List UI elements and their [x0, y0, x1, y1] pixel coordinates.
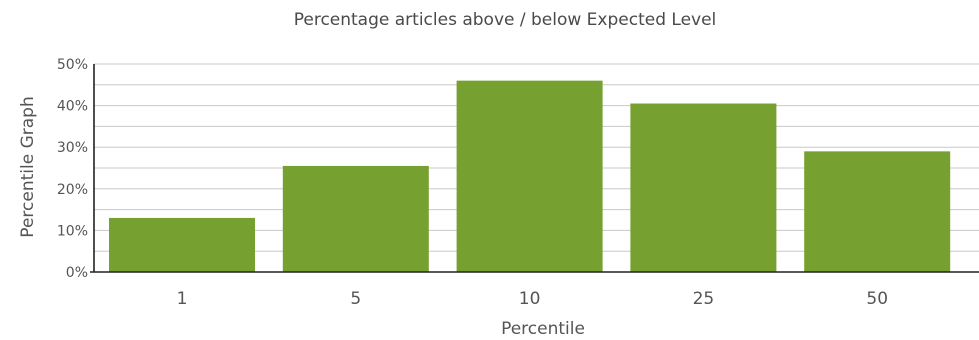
y-tick-label: 10%: [57, 223, 88, 239]
bar-5: [282, 165, 429, 272]
x-tick-label: 50: [866, 289, 888, 309]
x-tick-label: 10: [519, 289, 541, 309]
x-tick-label: 25: [693, 289, 715, 309]
y-tick-label: 30%: [57, 140, 88, 156]
bar-50: [804, 151, 951, 272]
y-tick-label: 50%: [57, 57, 88, 73]
bar-10: [456, 80, 603, 272]
y-axis-label: Percentile Graph: [18, 96, 38, 237]
x-axis-label: Percentile: [501, 319, 585, 339]
chart-title: Percentage articles above / below Expect…: [294, 10, 717, 30]
y-tick-label: 40%: [57, 99, 88, 115]
bars: [109, 80, 951, 273]
y-ticks: 0% 10% 20% 30% 40% 50%: [57, 57, 88, 281]
y-tick-label: 20%: [57, 182, 88, 198]
y-tick-label: 0%: [66, 265, 88, 281]
x-tick-label: 1: [177, 289, 188, 309]
bar-25: [630, 103, 777, 273]
axes: [90, 64, 979, 273]
bar-1: [109, 217, 255, 272]
x-ticks: 1 5 10 25 50: [177, 289, 888, 309]
x-tick-label: 5: [350, 289, 361, 309]
